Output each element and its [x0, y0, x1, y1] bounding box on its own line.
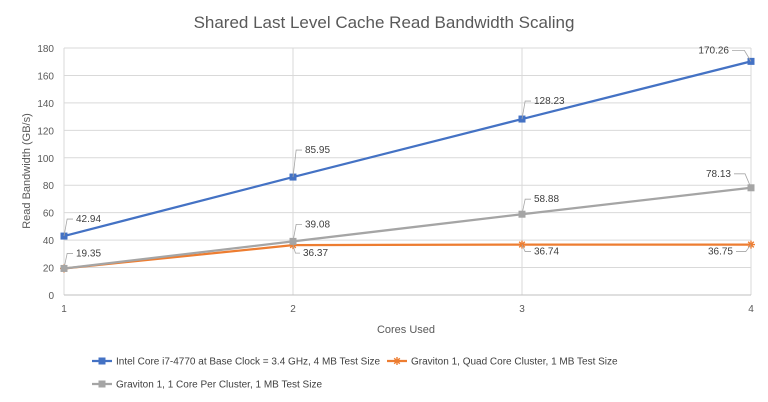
label-leader: [732, 49, 752, 62]
data-label: 128.23: [534, 96, 565, 107]
y-tick-label: 60: [43, 209, 55, 220]
data-label: 170.26: [698, 45, 729, 56]
label-leader: [521, 198, 531, 215]
y-tick-label: 120: [37, 126, 54, 137]
y-tick-label: 140: [37, 99, 54, 110]
data-label: 78.13: [706, 169, 731, 180]
label-leader: [521, 100, 531, 120]
marker-square: [747, 57, 755, 65]
x-tick-label: 3: [519, 304, 525, 315]
chart-title: Shared Last Level Cache Read Bandwidth S…: [194, 13, 575, 32]
series-line: [63, 60, 752, 238]
label-leader: [521, 244, 531, 252]
gridlines: [63, 47, 752, 295]
series-line: [63, 186, 752, 270]
label-leader: [734, 173, 752, 188]
legend-item-1: Intel Core i7-4770 at Base Clock = 3.4 G…: [92, 357, 381, 368]
data-label: 36.74: [534, 247, 559, 258]
data-label: 85.95: [305, 145, 330, 156]
legend-item-3: Graviton 1, 1 Core Per Cluster, 1 MB Tes…: [92, 380, 322, 391]
data-label: 36.75: [708, 247, 733, 258]
label-leader: [736, 244, 752, 252]
label-leader: [63, 253, 73, 269]
axes: 0 20 40 60 80 100 120 140 160 180 1 2 3 4: [37, 44, 754, 315]
legend-item-2: Graviton 1, Quad Core Cluster, 1 MB Test…: [387, 357, 618, 368]
legend: Intel Core i7-4770 at Base Clock = 3.4 G…: [92, 357, 618, 391]
legend-label: Graviton 1, 1 Core Per Cluster, 1 MB Tes…: [116, 380, 322, 391]
y-tick-label: 40: [43, 236, 55, 247]
y-tick-label: 80: [43, 181, 55, 192]
label-leader: [292, 223, 302, 242]
y-tick-label: 160: [37, 71, 54, 82]
marker-star: [289, 241, 297, 250]
y-axis-label: Read Bandwidth (GB/s): [21, 113, 33, 229]
x-tick-label: 2: [290, 304, 296, 315]
data-labels: 42.94 85.95 128.23 170.26 36.37 36.74 36.75 19.…: [63, 45, 752, 269]
x-axis-label: Cores Used: [377, 324, 435, 336]
marker-square: [98, 380, 106, 388]
label-leader: [63, 218, 73, 237]
legend-label: Graviton 1, Quad Core Cluster, 1 MB Test…: [411, 357, 618, 368]
y-tick-label: 20: [43, 264, 55, 275]
marker-square: [60, 264, 68, 272]
data-label: 58.88: [534, 194, 559, 205]
y-tick-label: 180: [37, 44, 54, 55]
data-label: 39.08: [305, 219, 330, 230]
y-tick-label: 100: [37, 154, 54, 165]
x-tick-label: 1: [61, 304, 67, 315]
label-leader: [292, 149, 302, 178]
marker-star: [393, 357, 401, 365]
data-label: 36.37: [303, 248, 328, 259]
y-tick-label: 0: [48, 291, 54, 302]
marker-square: [98, 357, 106, 365]
legend-label: Intel Core i7-4770 at Base Clock = 3.4 G…: [116, 357, 381, 368]
data-label: 19.35: [76, 248, 101, 259]
x-tick-label: 4: [748, 304, 754, 315]
series-line: [63, 243, 752, 270]
data-label: 42.94: [76, 214, 101, 225]
label-leader: [292, 244, 300, 254]
